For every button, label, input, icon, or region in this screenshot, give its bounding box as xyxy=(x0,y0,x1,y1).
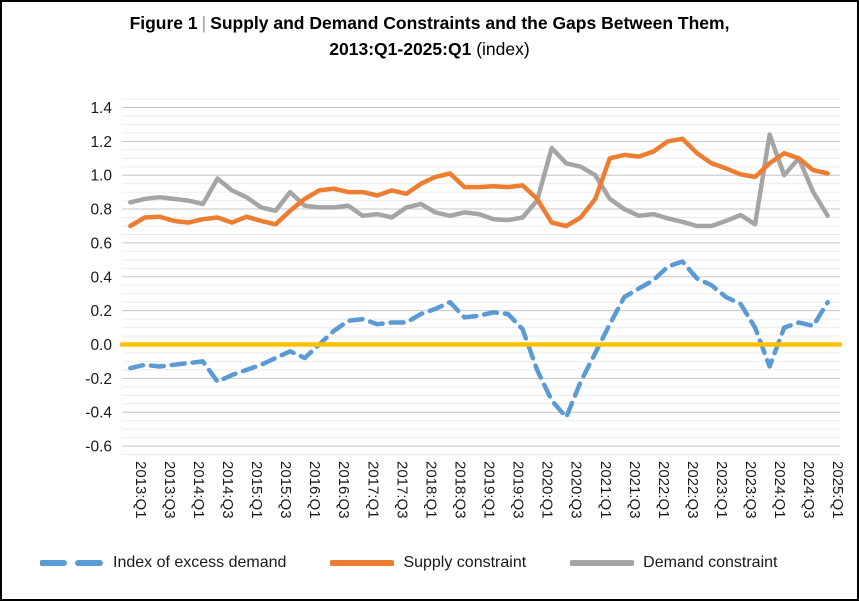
x-axis-tick-label: 2019:Q1 xyxy=(481,461,498,519)
x-axis-tick-label: 2019:Q3 xyxy=(510,461,527,519)
title-main: Supply and Demand Constraints and the Ga… xyxy=(210,13,730,33)
legend-label: Supply constraint xyxy=(403,554,527,571)
title-separator: | xyxy=(201,13,207,33)
x-axis-tick-label: 2013:Q1 xyxy=(132,461,149,519)
y-axis-tick-label: 0.8 xyxy=(90,202,112,219)
legend-item-demand-constraint: Demand constraint xyxy=(570,554,777,572)
x-axis-tick-label: 2022:Q1 xyxy=(655,461,672,519)
legend-item-supply-constraint: Supply constraint xyxy=(330,554,526,572)
chart-legend: Index of excess demand Supply constraint D… xyxy=(2,554,857,572)
x-axis-tick-label: 2020:Q3 xyxy=(568,461,585,519)
y-axis-tick-label: 0.0 xyxy=(90,337,112,354)
y-axis-tick-label: 0.2 xyxy=(90,303,112,320)
x-axis-tick-label: 2017:Q3 xyxy=(393,461,410,519)
index-of-excess-demand-line xyxy=(128,259,830,420)
x-axis-tick-label: 2014:Q3 xyxy=(219,461,236,519)
x-axis-tick-label: 2024:Q3 xyxy=(800,461,817,519)
figure-title: Figure 1 | Supply and Demand Constraints a… xyxy=(2,10,857,62)
y-axis-tick-label: -0.2 xyxy=(85,371,112,388)
y-axis-tick-label: -0.4 xyxy=(85,405,112,422)
y-axis-tick-label: -0.6 xyxy=(85,439,112,456)
x-axis-tick-label: 2015:Q1 xyxy=(248,461,265,519)
title-line-1: Figure 1 | Supply and Demand Constraints a… xyxy=(2,10,857,36)
y-axis-tick-label: 0.4 xyxy=(90,269,112,286)
legend-label: Demand constraint xyxy=(643,554,778,571)
x-axis-tick-label: 2021:Q1 xyxy=(597,461,614,519)
y-axis-tick-label: 0.6 xyxy=(90,235,112,252)
x-axis-tick-label: 2015:Q3 xyxy=(277,461,294,519)
title-suffix: (index) xyxy=(476,39,530,59)
x-axis-tick-label: 2013:Q3 xyxy=(161,461,178,519)
x-axis-tick-label: 2025:Q1 xyxy=(829,461,846,519)
x-axis-tick-label: 2017:Q1 xyxy=(364,461,381,519)
x-axis-tick-label: 2021:Q3 xyxy=(626,461,643,519)
x-axis-tick-label: 2016:Q1 xyxy=(306,461,323,519)
x-axis-tick-label: 2018:Q3 xyxy=(451,461,468,519)
x-axis-tick-label: 2014:Q1 xyxy=(190,461,207,519)
legend-item-index-of-excess-demand: Index of excess demand xyxy=(40,554,286,572)
demand-constraint-line xyxy=(128,132,830,229)
x-axis-tick-label: 2022:Q3 xyxy=(684,461,701,519)
x-axis-tick-label: 2024:Q1 xyxy=(771,461,788,519)
legend-swatch-solid xyxy=(330,560,395,566)
y-axis-tick-label: 1.2 xyxy=(90,134,112,151)
y-axis-tick-label: 1.0 xyxy=(90,168,112,185)
x-axis-tick-label: 2016:Q3 xyxy=(335,461,352,519)
x-axis-tick-label: 2023:Q3 xyxy=(742,461,759,519)
title-range: 2013:Q1-2025:Q1 xyxy=(329,39,472,59)
legend-label: Index of excess demand xyxy=(113,554,287,571)
y-axis-tick-label: 1.4 xyxy=(90,100,112,117)
legend-swatch-solid xyxy=(570,560,635,566)
title-line-2: 2013:Q1-2025:Q1 (index) xyxy=(2,36,857,62)
legend-swatch-dashed xyxy=(40,560,104,566)
x-axis-tick-label: 2020:Q1 xyxy=(539,461,556,519)
supply-constraint-line xyxy=(128,136,830,229)
x-axis-tick-label: 2023:Q1 xyxy=(713,461,730,519)
x-axis-tick-label: 2018:Q1 xyxy=(422,461,439,519)
title-prefix: Figure 1 xyxy=(129,13,198,33)
